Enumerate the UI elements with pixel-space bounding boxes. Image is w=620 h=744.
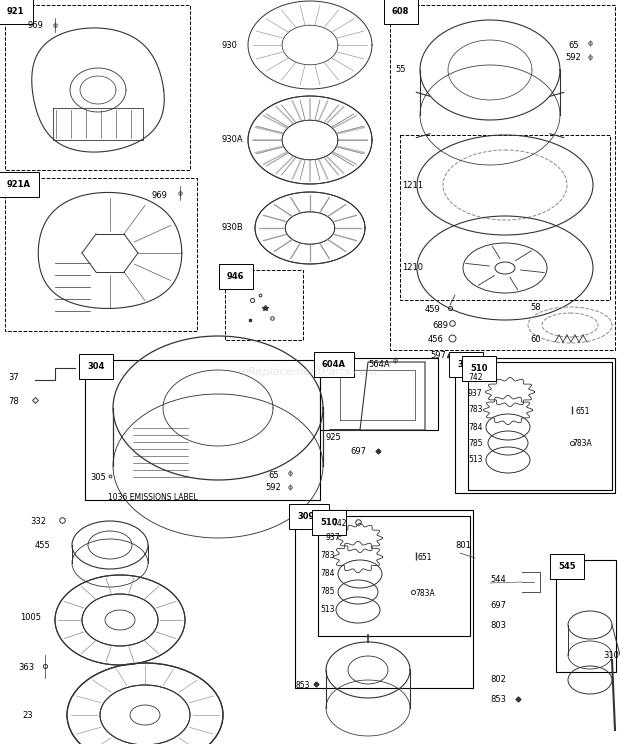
Text: 853: 853 [295, 682, 309, 690]
Text: 946: 946 [227, 272, 244, 281]
Text: 513: 513 [320, 606, 335, 615]
Text: 930B: 930B [222, 223, 244, 232]
Text: 785: 785 [468, 438, 482, 447]
Text: 853: 853 [490, 696, 506, 705]
Text: 309: 309 [457, 360, 474, 369]
Text: 651: 651 [418, 553, 433, 562]
Text: 921A: 921A [7, 180, 31, 189]
Text: 1036 EMISSIONS LABEL: 1036 EMISSIONS LABEL [108, 493, 198, 501]
Bar [318, 516, 470, 636]
Text: 783A: 783A [572, 440, 591, 449]
Text: 785: 785 [320, 588, 335, 597]
Text: 937: 937 [325, 533, 340, 542]
Text: 592: 592 [565, 54, 581, 62]
Text: 689: 689 [432, 321, 448, 330]
Text: 456: 456 [428, 336, 444, 344]
Text: 1211: 1211 [402, 181, 423, 190]
Text: 742: 742 [332, 519, 347, 527]
Text: 564A: 564A [368, 360, 389, 369]
Text: 510: 510 [320, 518, 337, 527]
Text: 1210: 1210 [402, 263, 423, 272]
Bar [5, 178, 197, 331]
Text: 784: 784 [468, 423, 482, 432]
Bar [400, 135, 610, 300]
Bar [468, 362, 612, 490]
Text: 510: 510 [470, 364, 487, 373]
Text: 304: 304 [87, 362, 104, 371]
Text: 309A: 309A [297, 512, 321, 521]
Text: 305: 305 [90, 473, 106, 483]
Text: 78: 78 [8, 397, 19, 406]
Text: 608: 608 [392, 7, 409, 16]
Text: 37: 37 [8, 373, 19, 382]
Text: 651: 651 [575, 406, 590, 415]
Text: 513: 513 [468, 455, 482, 464]
Text: 969: 969 [28, 21, 44, 30]
Text: 332: 332 [30, 518, 46, 527]
Text: 455: 455 [35, 540, 51, 550]
Text: 459: 459 [425, 306, 441, 315]
Bar [320, 358, 438, 430]
Text: 60: 60 [530, 336, 541, 344]
Bar [5, 5, 190, 170]
Text: eReplacementParts.com: eReplacementParts.com [242, 367, 378, 377]
Text: 784: 784 [320, 569, 335, 579]
Text: 937: 937 [468, 388, 482, 397]
Text: 55: 55 [395, 65, 405, 74]
Text: 803: 803 [490, 620, 506, 629]
Text: 742: 742 [468, 373, 482, 382]
Text: 930A: 930A [222, 135, 244, 144]
Text: 969: 969 [152, 190, 168, 199]
Text: 310: 310 [603, 650, 619, 659]
Text: 65: 65 [268, 470, 278, 479]
Text: 363: 363 [18, 664, 34, 673]
Text: 1005: 1005 [20, 614, 41, 623]
Text: 783A: 783A [415, 589, 435, 597]
Text: 930: 930 [222, 40, 238, 50]
Text: 65: 65 [568, 40, 578, 50]
Text: 597: 597 [430, 350, 446, 359]
Bar [85, 360, 320, 500]
Text: 545: 545 [558, 562, 575, 571]
Bar [455, 358, 615, 493]
Text: 544: 544 [490, 576, 506, 585]
Text: 592: 592 [265, 484, 281, 493]
Text: 925: 925 [325, 434, 341, 443]
Text: 921: 921 [7, 7, 25, 16]
Text: 604A: 604A [322, 360, 346, 369]
Bar [556, 560, 616, 672]
Text: 697: 697 [490, 600, 506, 609]
Text: 23: 23 [22, 711, 33, 719]
Text: 802: 802 [490, 676, 506, 684]
Text: 801: 801 [455, 540, 471, 550]
Bar [225, 270, 303, 340]
Bar [295, 510, 473, 688]
Text: 58: 58 [530, 304, 541, 312]
Text: 783: 783 [468, 405, 482, 414]
Text: 697: 697 [350, 447, 366, 457]
Bar [390, 5, 615, 350]
Text: 783: 783 [320, 551, 335, 560]
